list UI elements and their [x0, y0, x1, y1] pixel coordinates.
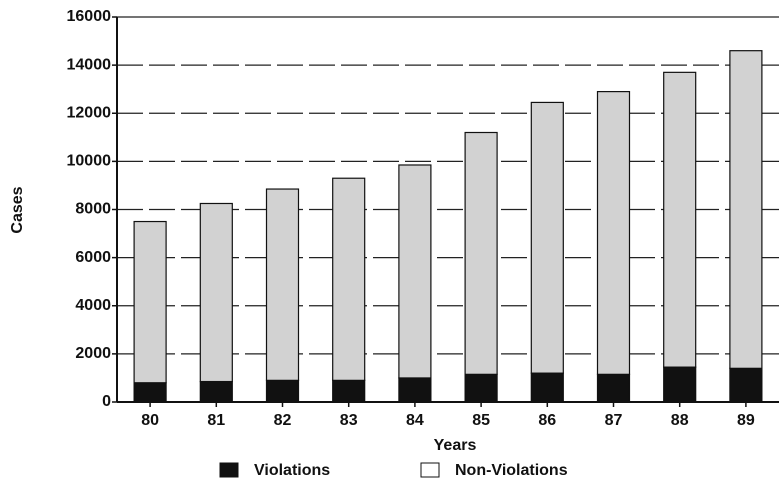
x-tick-label: 84: [406, 412, 424, 429]
y-tick-label: 4000: [75, 297, 111, 314]
bar-segment: [265, 379, 300, 403]
x-tick-label: 85: [472, 412, 490, 429]
x-tick-label: 87: [605, 412, 623, 429]
bar-segment: [199, 380, 233, 403]
bar-segment: [398, 377, 432, 403]
bar-segment: [398, 164, 432, 379]
x-tick-label: 81: [207, 412, 225, 429]
x-tick-label: 86: [538, 412, 556, 429]
x-tick-label: 80: [141, 412, 159, 429]
bar-segment: [265, 188, 300, 381]
legend-swatch: [420, 462, 440, 478]
y-tick-label: 0: [102, 393, 111, 410]
bar-segment: [530, 101, 564, 374]
legend-swatch: [219, 462, 239, 478]
bar-segment: [530, 372, 564, 403]
y-tick-label: 14000: [67, 56, 112, 73]
bar-segment: [729, 367, 763, 403]
y-tick-label: 8000: [75, 201, 111, 218]
x-tick-label: 89: [737, 412, 755, 429]
bar-segment: [596, 373, 631, 403]
bar-segment: [729, 50, 763, 369]
bar-segment: [464, 373, 498, 403]
bar-segment: [133, 382, 167, 403]
bar-segment: [332, 177, 366, 381]
y-tick-label: 10000: [67, 153, 112, 170]
bar-segment: [663, 366, 697, 403]
y-tick-label: 12000: [67, 104, 112, 121]
bar-segment: [663, 71, 697, 368]
x-tick-label: 83: [340, 412, 358, 429]
bar-segment: [332, 379, 366, 403]
x-tick-label: 82: [274, 412, 292, 429]
bar-segment: [133, 220, 167, 384]
x-tick-label: 88: [671, 412, 689, 429]
x-axis-label: Years: [434, 437, 477, 454]
y-axis-label: Cases: [9, 186, 26, 233]
legend-label: Violations: [254, 462, 330, 479]
y-tick-label: 2000: [75, 345, 111, 362]
legend-label: Non-Violations: [455, 462, 568, 479]
bar-segment: [596, 90, 631, 375]
y-tick-label: 6000: [75, 249, 111, 266]
y-tick-label: 16000: [67, 8, 112, 25]
bar-segment: [199, 202, 233, 383]
bar-segment: [464, 131, 498, 375]
